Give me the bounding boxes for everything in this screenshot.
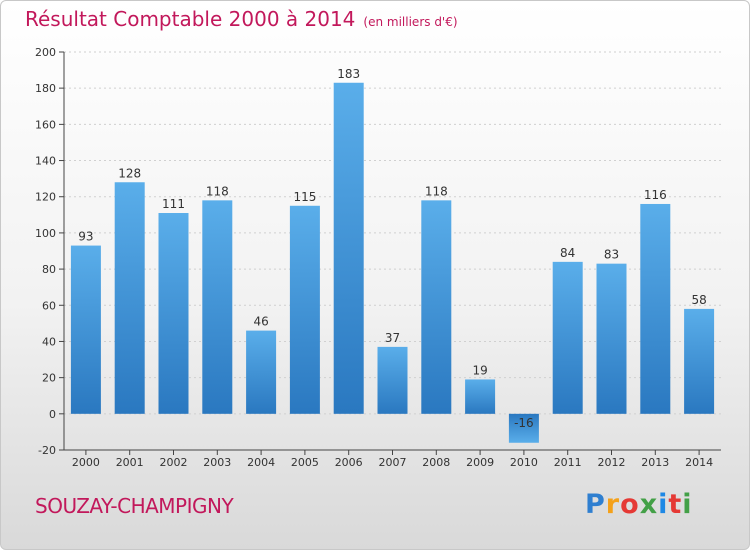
bar [421,200,452,414]
chart-title: Résultat Comptable 2000 à 2014 (en millie… [25,7,458,31]
logo-letter: r [605,489,621,520]
bar [158,213,189,414]
x-tick-label: 2000 [72,456,100,469]
bar [552,261,583,414]
bar [202,200,233,414]
bar [508,413,539,443]
x-tick-label: 2010 [510,456,538,469]
data-label: 111 [162,197,185,211]
x-tick-label: 2011 [554,456,582,469]
logo-letter: x [639,489,659,520]
x-tick-label: 2007 [379,456,407,469]
data-label: 46 [253,315,268,329]
data-label: 19 [472,363,487,377]
x-tick-label: 2004 [247,456,275,469]
data-label: 118 [206,184,229,198]
y-tick-label: 40 [42,335,56,348]
y-tick-label: 200 [35,46,56,59]
bar [465,379,496,414]
y-tick-label: 80 [42,263,56,276]
x-tick-label: 2008 [422,456,450,469]
axes: -20 0 20 40 60 80 100 120 140 160 180 200 2000 2001 20… [35,46,721,469]
bar [377,346,408,414]
x-tick-label: 2005 [291,456,319,469]
y-tick-label: 160 [35,118,56,131]
bar [114,182,145,414]
y-tick-label: -20 [38,444,56,457]
x-tick-label: 2002 [160,456,188,469]
x-tick-label: 2001 [116,456,144,469]
y-tick-label: 140 [35,155,56,168]
y-tick-label: 100 [35,227,56,240]
chart-unit-label: (en milliers d'€) [363,15,458,29]
y-tick-label: 180 [35,82,56,95]
data-label: -16 [514,416,534,430]
x-tick-label: 2012 [598,456,626,469]
x-tick-label: 2009 [466,456,494,469]
x-tick-label: 2013 [641,456,669,469]
data-label: 93 [78,230,93,244]
data-label: 84 [560,246,575,260]
x-tick-label: 2006 [335,456,363,469]
logo-letter: t [668,489,683,520]
y-tick-label: 0 [49,408,56,421]
data-label: 118 [425,184,448,198]
bar [640,203,671,414]
bars [70,82,715,443]
bar [70,245,101,414]
logo-letter: P [585,489,606,520]
bar [684,308,715,414]
proxiti-logo: Proxiti [585,489,693,520]
data-label: 37 [385,331,400,345]
bar [289,205,320,414]
x-tick-label: 2003 [203,456,231,469]
logo-letter: o [620,489,640,520]
y-tick-label: 20 [42,372,56,385]
data-label: 83 [604,248,619,262]
data-label: 58 [691,293,706,307]
data-label: 183 [337,67,360,81]
y-tick-label: 120 [35,191,56,204]
chart-title-text: Résultat Comptable 2000 à 2014 [25,7,356,31]
data-label: 116 [644,188,667,202]
y-tick-label: 60 [42,299,56,312]
bar [596,263,627,414]
x-tick-label: 2014 [685,456,713,469]
data-label: 115 [293,190,316,204]
logo-letter: i [682,489,693,520]
data-labels: 93 128 111 118 46 115 183 37 118 19 -16 84 83 116 58 [78,67,706,430]
data-label: 128 [118,166,141,180]
commune-name: SOUZAY-CHAMPIGNY [35,494,234,518]
bar [246,330,277,414]
logo-letter: i [658,489,669,520]
bar [333,82,364,414]
